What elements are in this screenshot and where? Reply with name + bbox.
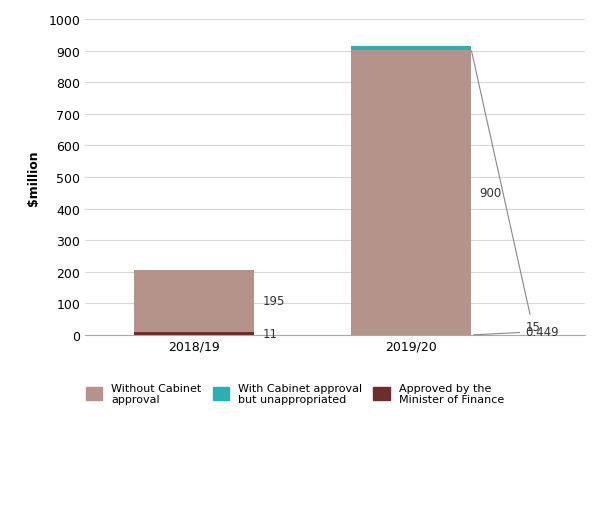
Bar <box>134 332 254 335</box>
Text: 0.449: 0.449 <box>473 325 559 338</box>
Text: 900: 900 <box>479 187 502 200</box>
Bar <box>352 47 471 51</box>
Y-axis label: $million: $million <box>27 150 40 206</box>
Text: 15: 15 <box>472 52 540 333</box>
Bar <box>134 270 254 332</box>
Text: 11: 11 <box>262 327 277 340</box>
Legend: Without Cabinet
approval, With Cabinet approval
but unappropriated, Approved by : Without Cabinet approval, With Cabinet a… <box>82 378 509 409</box>
Bar <box>352 51 471 335</box>
Text: 195: 195 <box>262 295 284 307</box>
